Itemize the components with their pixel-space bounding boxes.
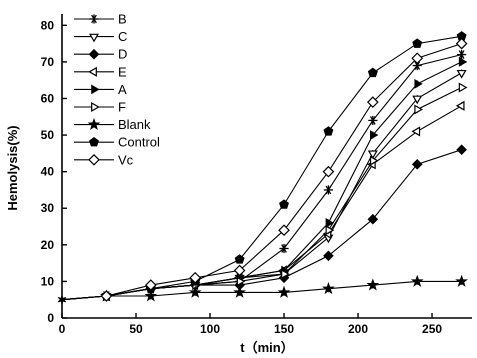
data-point-b-7 — [368, 115, 378, 126]
x-tick-label-200: 200 — [348, 322, 368, 336]
data-point-vc-8 — [411, 52, 424, 65]
data-point-vc-6 — [322, 165, 335, 178]
legend-marker-b — [89, 14, 99, 24]
data-point-vc-4 — [233, 264, 246, 277]
data-point-blank-7 — [366, 278, 380, 291]
y-tick-label-80: 80 — [41, 18, 55, 32]
data-point-f-6 — [325, 225, 335, 236]
data-point-control-4 — [234, 254, 245, 264]
series-line-vc — [61, 43, 462, 301]
legend-label-d: D — [118, 47, 127, 62]
data-point-f-9 — [458, 82, 468, 93]
data-point-d-9 — [456, 144, 467, 156]
legend-label-b: B — [118, 12, 127, 27]
series-line-a — [61, 61, 462, 301]
y-tick-label-10: 10 — [41, 274, 55, 288]
y-tick-label-30: 30 — [41, 201, 55, 215]
data-point-control-6 — [323, 126, 334, 136]
data-point-c-8 — [412, 95, 423, 105]
series-line-blank — [61, 280, 462, 301]
x-ticks: 0 50 100 150 200 250 — [59, 313, 442, 336]
data-point-blank-2 — [144, 289, 158, 302]
data-point-d-5 — [278, 272, 290, 284]
legend-marker-f — [91, 101, 100, 113]
data-point-blank-8 — [410, 274, 424, 287]
legend-label-control: Control — [118, 135, 160, 150]
data-point-c-7 — [367, 150, 378, 160]
x-axis-title: t（min） — [240, 340, 293, 355]
legend-label-vc: Vc — [118, 152, 134, 167]
y-axis-title: Hemolysis(%) — [5, 125, 20, 210]
legend-marker-c — [88, 33, 100, 43]
data-point-a-9 — [458, 57, 468, 67]
data-point-blank-6 — [322, 282, 335, 295]
data-point-b-6 — [323, 185, 334, 195]
legend-label-f: F — [118, 100, 126, 115]
data-point-control-8 — [412, 38, 423, 48]
x-tick-label-150: 150 — [274, 322, 294, 336]
data-point-d-7 — [367, 213, 379, 225]
data-point-e-8 — [411, 126, 421, 137]
data-point-f-5 — [281, 269, 290, 280]
legend-marker-e — [88, 66, 97, 77]
legend-marker-vc — [88, 153, 100, 166]
data-point-blank-9 — [455, 274, 469, 287]
data-point-d-6 — [323, 250, 334, 262]
y-tick-label-70: 70 — [41, 55, 55, 69]
data-point-f-7 — [369, 155, 379, 166]
x-tick-label-50: 50 — [129, 322, 143, 336]
data-point-vc-1 — [100, 290, 113, 302]
data-point-vc-2 — [144, 279, 157, 291]
y-ticks: 0 10 20 30 40 50 60 70 80 — [41, 18, 67, 325]
data-point-c-9 — [456, 69, 467, 79]
data-point-blank-3 — [188, 285, 202, 298]
legend-label-e: E — [118, 64, 127, 79]
legend-marker-a — [91, 84, 100, 95]
series-line-control — [61, 35, 462, 301]
y-tick-label-50: 50 — [41, 128, 55, 142]
axes: 0 50 100 150 200 250 0 10 20 30 40 50 60 70 80 — [41, 14, 472, 336]
legend-label-a: A — [118, 82, 127, 97]
data-point-vc-5 — [278, 224, 290, 237]
y-tick-label-40: 40 — [41, 165, 55, 179]
y-tick-label-0: 0 — [47, 311, 54, 325]
data-point-control-5 — [279, 199, 289, 209]
plot-markers — [57, 31, 469, 305]
x-tick-label-0: 0 — [59, 322, 66, 336]
data-point-a-6 — [325, 218, 335, 228]
data-point-a-7 — [370, 130, 379, 140]
data-point-vc-9 — [455, 37, 468, 50]
data-point-e-9 — [455, 100, 465, 111]
legend-marker-d — [88, 48, 100, 60]
legend-label-blank: Blank — [118, 117, 151, 132]
legend-marker-control — [89, 136, 99, 147]
data-point-f-4 — [236, 276, 246, 287]
data-point-vc-7 — [366, 96, 379, 108]
data-point-f-8 — [414, 104, 424, 115]
data-point-vc-3 — [189, 271, 202, 284]
y-tick-label-60: 60 — [41, 91, 55, 105]
plot-lines — [61, 35, 462, 301]
y-tick-label-20: 20 — [41, 238, 55, 252]
data-point-blank-4 — [233, 285, 246, 298]
data-point-d-8 — [411, 159, 423, 170]
data-point-control-7 — [367, 67, 378, 78]
x-tick-label-250: 250 — [422, 322, 442, 336]
data-point-b-5 — [279, 243, 289, 254]
data-point-a-8 — [414, 79, 423, 89]
x-tick-label-100: 100 — [200, 322, 220, 336]
legend-marker-blank — [87, 117, 101, 131]
data-point-b-9 — [457, 49, 467, 60]
legend-label-c: C — [118, 29, 127, 44]
data-point-blank-5 — [277, 285, 291, 298]
